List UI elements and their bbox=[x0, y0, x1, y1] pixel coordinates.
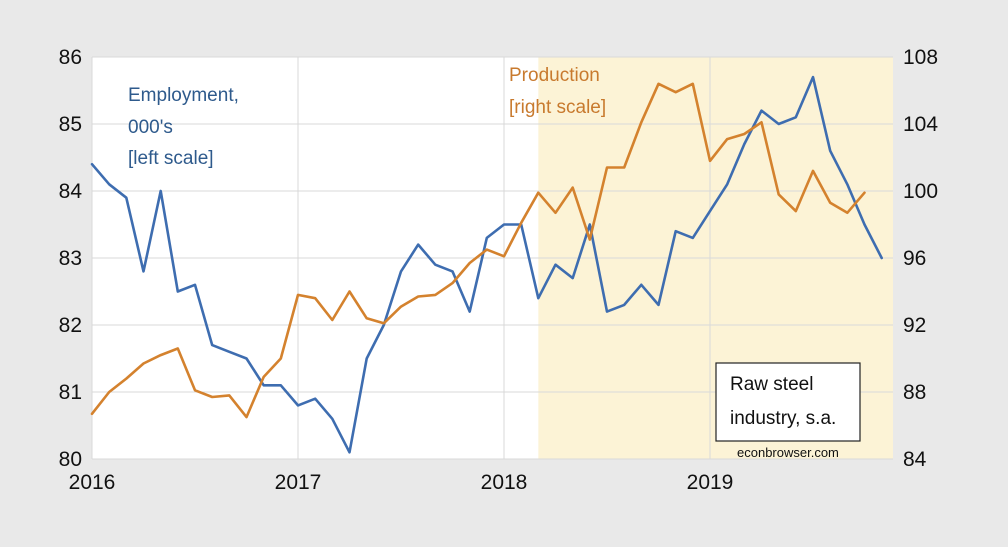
production-label-line2: [right scale] bbox=[509, 97, 606, 118]
x-tick-label: 2018 bbox=[481, 471, 528, 494]
right-tick-label: 100 bbox=[903, 180, 938, 203]
employment-label-line2: 000's bbox=[128, 117, 173, 138]
x-tick-label: 2017 bbox=[275, 471, 322, 494]
note-box-line2: industry, s.a. bbox=[730, 408, 836, 429]
right-axis: 84 88 92 96 100 104 108 bbox=[903, 46, 938, 471]
employment-label-line1: Employment, bbox=[128, 85, 239, 106]
series-line-production bbox=[90, 82, 866, 419]
right-tick-label: 104 bbox=[903, 113, 938, 136]
employment-label-line3: [left scale] bbox=[128, 148, 214, 169]
left-tick-label: 80 bbox=[59, 448, 82, 471]
left-tick-label: 85 bbox=[59, 113, 82, 136]
note-box bbox=[715, 362, 861, 442]
left-tick-label: 83 bbox=[59, 247, 82, 270]
note-box-line1: Raw steel bbox=[730, 374, 813, 395]
left-tick-label: 82 bbox=[59, 314, 82, 337]
left-tick-label: 86 bbox=[59, 46, 82, 69]
production-label-line1: Production bbox=[509, 65, 600, 86]
x-axis: 2016 2017 2018 2019 bbox=[69, 471, 734, 494]
left-axis: 80 81 82 83 84 85 86 bbox=[59, 46, 83, 471]
left-tick-label: 81 bbox=[59, 381, 82, 404]
right-tick-label: 108 bbox=[903, 46, 938, 69]
x-tick-label: 2019 bbox=[687, 471, 734, 494]
left-tick-label: 84 bbox=[59, 180, 83, 203]
right-tick-label: 84 bbox=[903, 448, 927, 471]
series-line-employment bbox=[90, 75, 884, 454]
right-tick-label: 92 bbox=[903, 314, 926, 337]
x-tick-label: 2016 bbox=[69, 471, 116, 494]
series-layer bbox=[90, 75, 884, 454]
right-tick-label: 96 bbox=[903, 247, 926, 270]
credit-text: econbrowser.com bbox=[737, 445, 839, 460]
gridlines bbox=[91, 56, 893, 460]
right-tick-label: 88 bbox=[903, 381, 926, 404]
